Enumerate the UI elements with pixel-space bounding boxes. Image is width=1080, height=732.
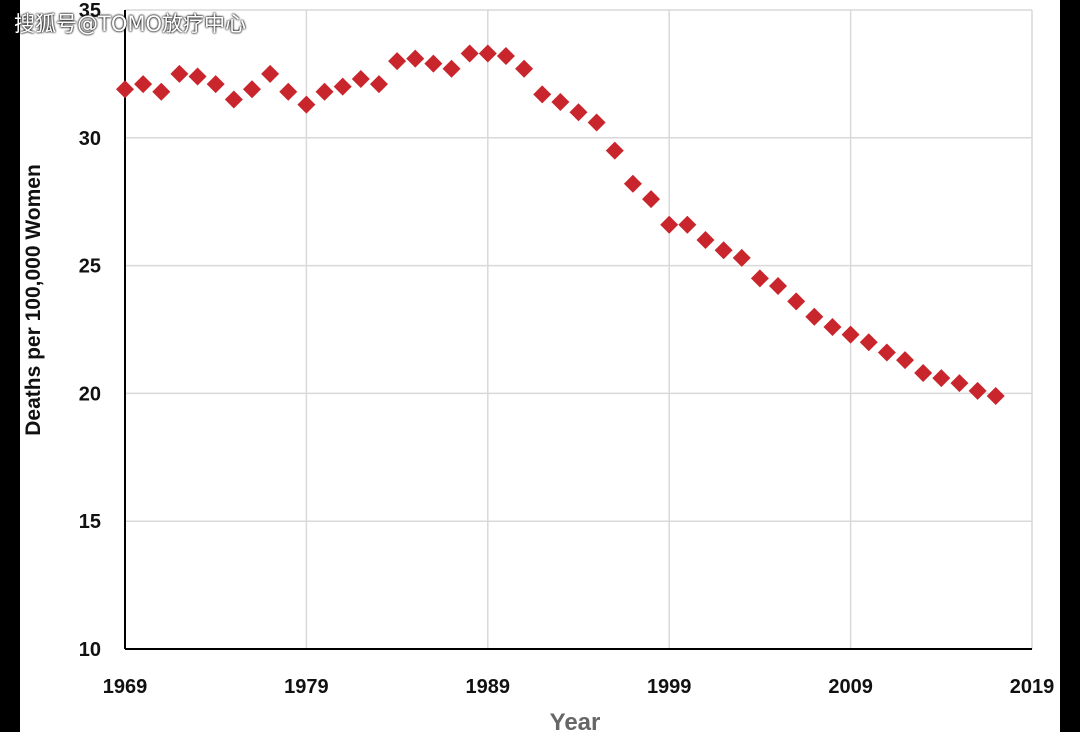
y-tick-label: 35 (79, 0, 101, 22)
data-point-diamond (297, 95, 316, 114)
data-point-diamond (478, 44, 497, 63)
data-point-diamond (932, 369, 951, 388)
data-point-diamond (388, 52, 407, 71)
data-point-diamond (750, 269, 769, 288)
y-tick-label: 10 (79, 639, 101, 661)
data-point-diamond (605, 141, 624, 160)
data-point-diamond (841, 325, 860, 344)
x-tick-label: 1969 (103, 676, 148, 698)
data-points (116, 44, 1005, 405)
data-point-diamond (224, 90, 243, 109)
x-tick-label: 2019 (1010, 676, 1055, 698)
data-point-diamond (134, 75, 153, 94)
watermark-text: 搜狐号@TOMO放疗中心 (14, 12, 247, 36)
data-point-diamond (968, 381, 987, 400)
data-point-diamond (406, 49, 425, 68)
scatter-chart: 10 15 20 25 30 35 1969 1979 1989 1999 2009 2019 De… (22, 0, 1055, 732)
y-tick-label: 20 (79, 383, 101, 405)
x-tick-label: 2009 (828, 676, 873, 698)
data-point-diamond (950, 374, 969, 393)
data-point-diamond (732, 248, 751, 267)
data-point-diamond (515, 59, 534, 78)
y-axis-label: Deaths per 100,000 Women (22, 164, 45, 436)
data-point-diamond (442, 59, 461, 78)
data-point-diamond (551, 93, 570, 112)
data-point-diamond (533, 85, 552, 104)
data-point-diamond (678, 215, 697, 234)
data-point-diamond (660, 215, 679, 234)
y-tick-labels: 10 15 20 25 30 35 (79, 0, 101, 661)
data-point-diamond (116, 80, 134, 99)
data-point-diamond (714, 241, 733, 260)
x-axis-label: Year (550, 709, 601, 732)
data-point-diamond (242, 80, 261, 99)
data-point-diamond (351, 70, 370, 89)
chart-panel: 10 15 20 25 30 35 1969 1979 1989 1999 2009 2019 De… (20, 0, 1060, 732)
data-point-diamond (769, 277, 788, 296)
y-tick-label: 30 (79, 128, 101, 150)
y-tick-label: 25 (79, 256, 101, 278)
data-point-diamond (152, 82, 171, 101)
data-point-diamond (261, 64, 280, 83)
data-point-diamond (986, 386, 1005, 405)
data-point-diamond (206, 75, 225, 94)
data-point-diamond (279, 82, 298, 101)
data-point-diamond (896, 351, 915, 370)
data-point-diamond (424, 54, 443, 73)
data-point-diamond (823, 317, 842, 336)
data-point-diamond (914, 363, 933, 382)
y-tick-label: 15 (79, 511, 101, 533)
data-point-diamond (496, 47, 515, 66)
x-tick-label: 1979 (284, 676, 329, 698)
data-point-diamond (623, 174, 642, 193)
x-tick-label: 1989 (466, 676, 511, 698)
data-point-diamond (460, 44, 479, 63)
axes (124, 10, 1032, 650)
data-point-diamond (170, 64, 189, 83)
data-point-diamond (569, 103, 588, 122)
data-point-diamond (805, 307, 824, 326)
data-point-diamond (369, 75, 388, 94)
data-point-diamond (696, 231, 715, 250)
data-point-diamond (877, 343, 896, 362)
data-point-diamond (787, 292, 806, 311)
x-tick-label: 1999 (647, 676, 692, 698)
data-point-diamond (333, 77, 352, 96)
data-point-diamond (587, 113, 606, 132)
x-tick-labels: 1969 1979 1989 1999 2009 2019 (103, 676, 1055, 698)
data-point-diamond (315, 82, 334, 101)
data-point-diamond (188, 67, 207, 86)
data-point-diamond (859, 333, 878, 352)
data-point-diamond (642, 190, 661, 209)
